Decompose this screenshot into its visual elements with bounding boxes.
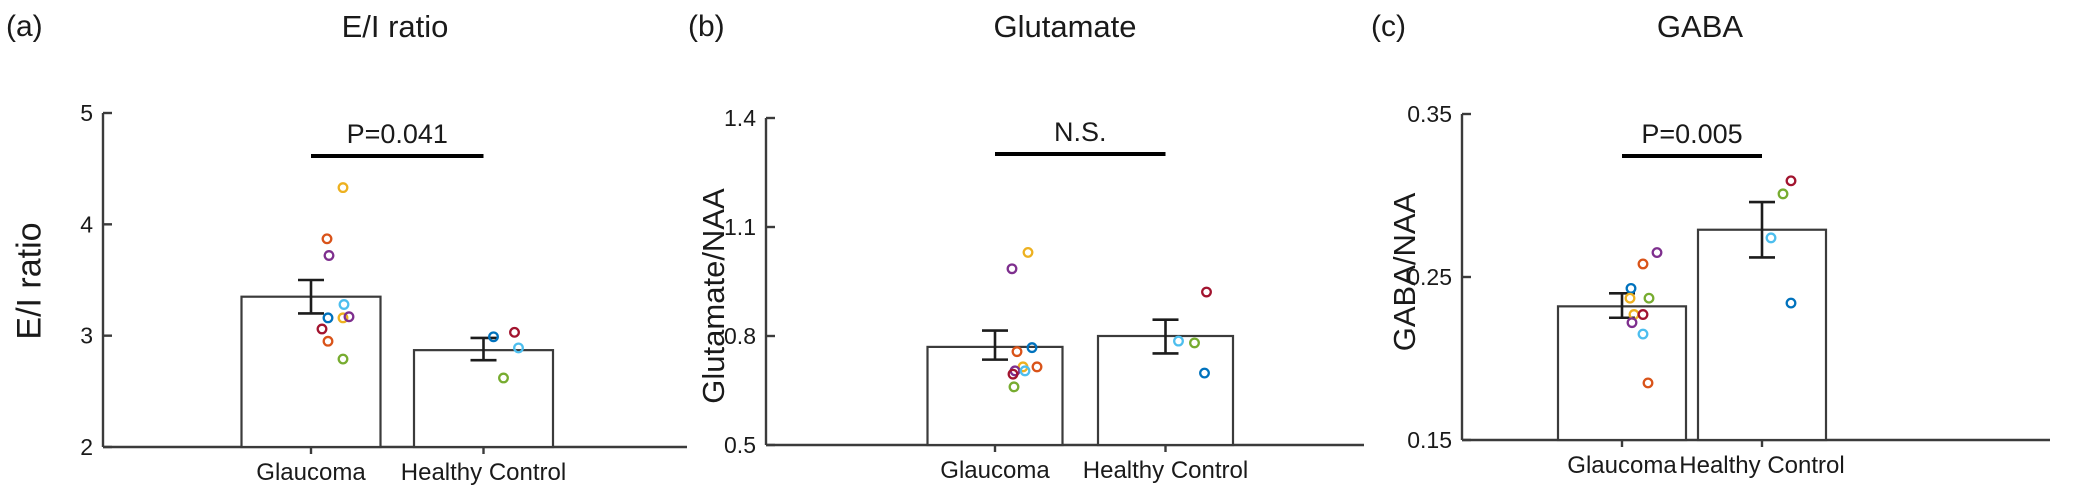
data-point-healthy-control-light_blue (513, 342, 524, 354)
bar-glaucoma (926, 345, 1064, 447)
data-point-healthy-control-green (498, 372, 509, 384)
y-axis-label-glutamate-naa: Glutamate/NAA (696, 188, 731, 404)
category-label-healthy-control: Healthy Control (1679, 452, 1844, 479)
y-tick-label: 4 (80, 211, 93, 237)
data-point-glaucoma-dark_red (316, 323, 328, 335)
y-axis-label-ei-ratio: E/I ratio (10, 222, 49, 340)
significance-label: N.S. (1054, 117, 1107, 147)
category-label-healthy-control: Healthy Control (401, 459, 566, 486)
panel-letter-c: (c) (1371, 10, 1406, 43)
data-point-healthy-control-blue (488, 331, 499, 343)
bar-glaucoma (1556, 305, 1688, 442)
significance-label: P=0.005 (1641, 119, 1742, 149)
y-tick-label: 1.1 (724, 214, 756, 240)
data-point-glaucoma-light_blue (1019, 365, 1031, 377)
data-point-glaucoma-yellow (337, 312, 349, 324)
data-point-glaucoma-yellow (1624, 292, 1636, 304)
data-point-glaucoma-purple (1626, 317, 1638, 329)
data-point-glaucoma-orange (1642, 377, 1654, 389)
data-point-healthy-control-green (1777, 188, 1789, 200)
y-tick-label: 0.35 (1407, 101, 1452, 127)
data-point-healthy-control-blue (1199, 367, 1210, 379)
y-tick-label: 0.5 (724, 432, 756, 458)
bar-healthy-control (412, 349, 555, 449)
y-tick-label: 0.8 (724, 323, 756, 349)
data-point-glaucoma-light_blue (1637, 328, 1649, 340)
y-tick-label: 0.25 (1407, 264, 1452, 290)
data-point-glaucoma-purple (323, 250, 335, 261)
y-tick-label: 1.4 (724, 105, 756, 131)
data-point-glaucoma-purple (343, 311, 355, 323)
panel-title-ei-ratio: E/I ratio (341, 9, 449, 44)
data-point-glaucoma-dark_red (1007, 368, 1019, 380)
y-axis-label-gaba-naa: GABA/NAA (1387, 192, 1422, 352)
data-point-glaucoma-green (1643, 292, 1655, 304)
data-point-glaucoma-orange (1637, 258, 1649, 270)
bar-glaucoma (240, 295, 382, 449)
data-point-glaucoma-orange (321, 233, 333, 245)
y-tick-label: 5 (80, 100, 93, 126)
data-point-healthy-control-dark_red (1201, 286, 1212, 298)
y-tick-label: 2 (80, 434, 93, 460)
data-point-glaucoma-yellow (1022, 246, 1034, 258)
data-point-glaucoma-blue (322, 312, 334, 324)
panel-title-gaba: GABA (1656, 9, 1744, 44)
data-point-healthy-control-dark_red (509, 326, 520, 338)
y-tick-label: 0.15 (1407, 427, 1452, 453)
data-point-glaucoma-green (337, 353, 349, 365)
data-point-glaucoma-blue (1026, 342, 1038, 354)
data-point-glaucoma-orange (1011, 346, 1023, 358)
category-label-glaucoma: Glaucoma (940, 457, 1050, 484)
data-point-healthy-control-green (1189, 337, 1200, 349)
data-point-healthy-control-light_blue (1765, 232, 1777, 244)
data-point-healthy-control-dark_red (1785, 175, 1797, 187)
data-point-healthy-control-light_blue (1173, 335, 1184, 347)
category-label-glaucoma: Glaucoma (1567, 452, 1677, 479)
panel-letter-a: (a) (6, 10, 43, 43)
y-tick-label: 3 (80, 323, 93, 349)
data-point-glaucoma-yellow (337, 182, 349, 194)
data-point-glaucoma-dark_red (1637, 309, 1649, 320)
data-point-glaucoma-purple (1651, 247, 1663, 259)
data-point-glaucoma-blue (1625, 282, 1637, 294)
panel-letter-b: (b) (688, 10, 725, 43)
significance-label: P=0.041 (347, 119, 448, 149)
bar-healthy-control (1696, 228, 1828, 442)
category-label-glaucoma: Glaucoma (256, 459, 366, 486)
data-point-glaucoma-orange (322, 335, 334, 347)
data-point-glaucoma-green (1008, 381, 1020, 393)
data-point-glaucoma-purple (1006, 263, 1018, 275)
panel-title-glutamate: Glutamate (993, 9, 1137, 44)
category-label-healthy-control: Healthy Control (1083, 457, 1248, 484)
data-point-glaucoma-light_blue (338, 299, 350, 310)
data-point-glaucoma-orange (1031, 361, 1043, 373)
data-point-healthy-control-blue (1785, 297, 1797, 309)
